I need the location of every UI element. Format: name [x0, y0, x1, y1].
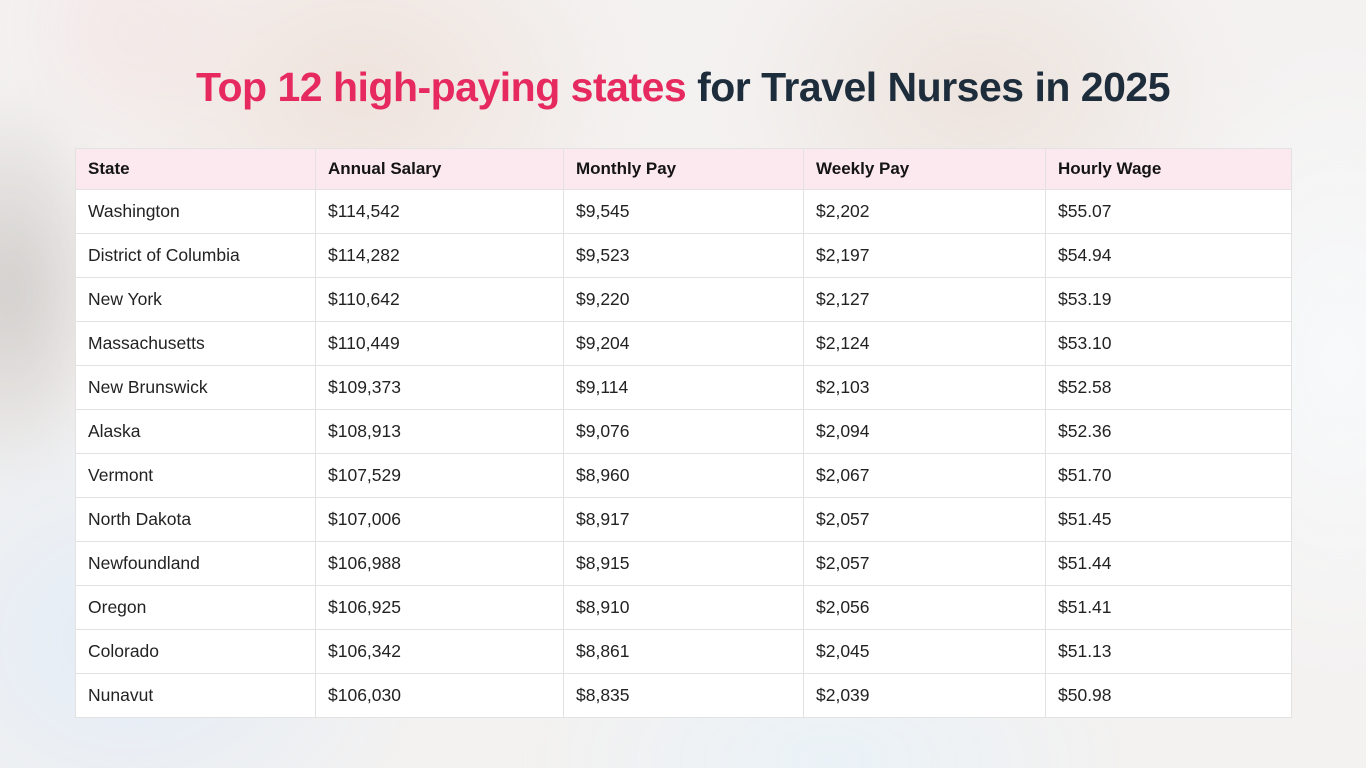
value-cell: $9,076 — [563, 409, 804, 454]
value-cell: $8,835 — [563, 673, 804, 718]
value-cell: $107,006 — [315, 497, 564, 542]
value-cell: $9,545 — [563, 189, 804, 234]
value-cell: $52.36 — [1045, 409, 1292, 454]
value-cell: $9,114 — [563, 365, 804, 410]
column-header: State — [75, 148, 316, 190]
value-cell: $106,342 — [315, 629, 564, 674]
value-cell: $2,039 — [803, 673, 1046, 718]
state-cell: District of Columbia — [75, 233, 316, 278]
value-cell: $8,910 — [563, 585, 804, 630]
column-header: Monthly Pay — [563, 148, 804, 190]
value-cell: $54.94 — [1045, 233, 1292, 278]
value-cell: $8,861 — [563, 629, 804, 674]
state-cell: Nunavut — [75, 673, 316, 718]
value-cell: $2,057 — [803, 541, 1046, 586]
page-title-rest: for Travel Nurses in 2025 — [686, 64, 1170, 110]
value-cell: $51.13 — [1045, 629, 1292, 674]
value-cell: $109,373 — [315, 365, 564, 410]
value-cell: $8,915 — [563, 541, 804, 586]
value-cell: $9,523 — [563, 233, 804, 278]
value-cell: $9,204 — [563, 321, 804, 366]
value-cell: $106,925 — [315, 585, 564, 630]
state-cell: Massachusetts — [75, 321, 316, 366]
value-cell: $106,988 — [315, 541, 564, 586]
value-cell: $110,642 — [315, 277, 564, 322]
state-cell: Alaska — [75, 409, 316, 454]
state-cell: New Brunswick — [75, 365, 316, 410]
value-cell: $2,124 — [803, 321, 1046, 366]
table-row: Oregon $106,925 $8,910 $2,056 $51.41 — [75, 585, 1292, 630]
page-title: Top 12 high-paying states for Travel Nur… — [0, 64, 1366, 111]
value-cell: $2,127 — [803, 277, 1046, 322]
value-cell: $51.70 — [1045, 453, 1292, 498]
value-cell: $108,913 — [315, 409, 564, 454]
table-row: New York $110,642 $9,220 $2,127 $53.19 — [75, 277, 1292, 322]
value-cell: $53.19 — [1045, 277, 1292, 322]
value-cell: $50.98 — [1045, 673, 1292, 718]
value-cell: $51.45 — [1045, 497, 1292, 542]
state-cell: Oregon — [75, 585, 316, 630]
table-row: New Brunswick $109,373 $9,114 $2,103 $52.58 — [75, 365, 1292, 410]
header-row: State Annual Salary Monthly Pay Weekly Pay H… — [75, 148, 1292, 190]
value-cell: $2,057 — [803, 497, 1046, 542]
value-cell: $53.10 — [1045, 321, 1292, 366]
table-row: Nunavut $106,030 $8,835 $2,039 $50.98 — [75, 673, 1292, 718]
value-cell: $2,056 — [803, 585, 1046, 630]
value-cell: $55.07 — [1045, 189, 1292, 234]
value-cell: $51.41 — [1045, 585, 1292, 630]
state-cell: Washington — [75, 189, 316, 234]
table-row: District of Columbia $114,282 $9,523 $2,197… — [75, 233, 1292, 278]
page-title-highlight: Top 12 high-paying states — [195, 64, 687, 110]
table-row: Washington $114,542 $9,545 $2,202 $55.07 — [75, 189, 1292, 234]
value-cell: $110,449 — [315, 321, 564, 366]
table-row: Newfoundland $106,988 $8,915 $2,057 $51.44 — [75, 541, 1292, 586]
state-cell: North Dakota — [75, 497, 316, 542]
value-cell: $2,202 — [803, 189, 1046, 234]
value-cell: $107,529 — [315, 453, 564, 498]
value-cell: $114,282 — [315, 233, 564, 278]
value-cell: $106,030 — [315, 673, 564, 718]
table-row: Alaska $108,913 $9,076 $2,094 $52.36 — [75, 409, 1292, 454]
table-row: Massachusetts $110,449 $9,204 $2,124 $53.10 — [75, 321, 1292, 366]
value-cell: $8,917 — [563, 497, 804, 542]
salary-table: State Annual Salary Monthly Pay Weekly Pay H… — [75, 148, 1292, 718]
table-row: North Dakota $107,006 $8,917 $2,057 $51.45 — [75, 497, 1292, 542]
column-header: Hourly Wage — [1045, 148, 1292, 190]
state-cell: Vermont — [75, 453, 316, 498]
column-header: Annual Salary — [315, 148, 564, 190]
value-cell: $2,045 — [803, 629, 1046, 674]
value-cell: $2,094 — [803, 409, 1046, 454]
value-cell: $52.58 — [1045, 365, 1292, 410]
value-cell: $114,542 — [315, 189, 564, 234]
value-cell: $8,960 — [563, 453, 804, 498]
state-cell: New York — [75, 277, 316, 322]
state-cell: Newfoundland — [75, 541, 316, 586]
table-row: Vermont $107,529 $8,960 $2,067 $51.70 — [75, 453, 1292, 498]
table-row: Colorado $106,342 $8,861 $2,045 $51.13 — [75, 629, 1292, 674]
value-cell: $2,103 — [803, 365, 1046, 410]
value-cell: $2,067 — [803, 453, 1046, 498]
state-cell: Colorado — [75, 629, 316, 674]
table-body: Washington $114,542 $9,545 $2,202 $55.07 Dist… — [75, 189, 1292, 718]
column-header: Weekly Pay — [803, 148, 1046, 190]
value-cell: $51.44 — [1045, 541, 1292, 586]
value-cell: $9,220 — [563, 277, 804, 322]
value-cell: $2,197 — [803, 233, 1046, 278]
